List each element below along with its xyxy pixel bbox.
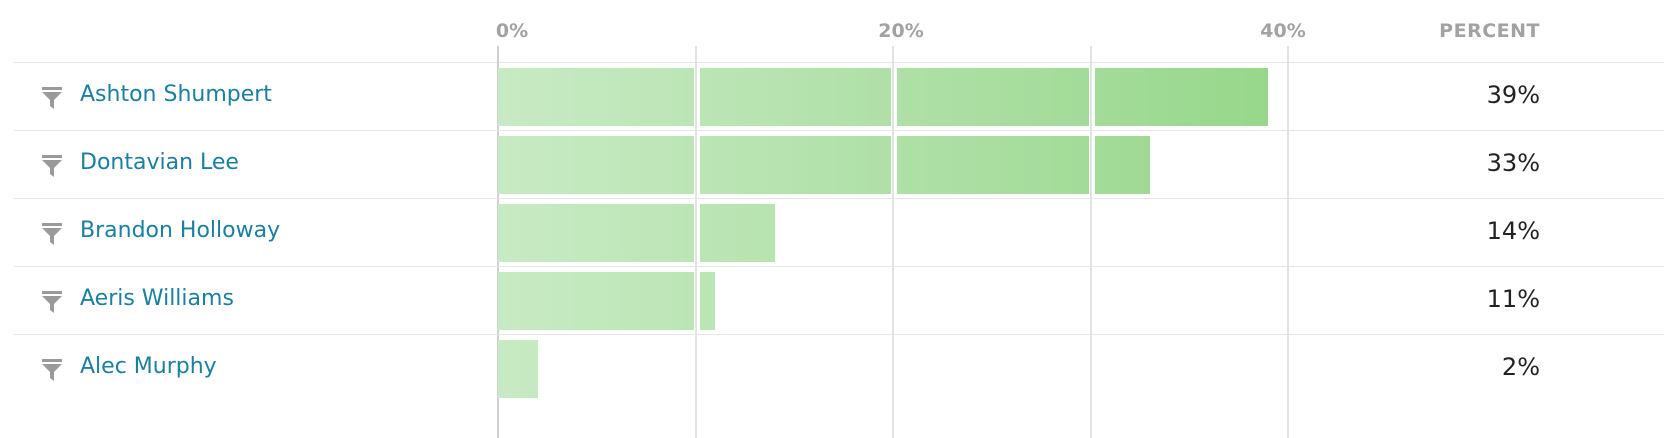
bar-segment (1094, 68, 1269, 126)
filter-icon[interactable] (42, 87, 62, 109)
bar-segment (498, 204, 694, 262)
x-tick-label: 0% (495, 20, 529, 42)
bar (498, 68, 1288, 126)
table-row: Ashton Shumpert 39% (14, 63, 1664, 131)
bar-segment (897, 136, 1089, 194)
bar-rows: Ashton Shumpert 39% Dontavian Lee 33% Brando… (0, 63, 1664, 403)
bar (498, 272, 1288, 330)
table-row: Dontavian Lee 33% (14, 131, 1664, 199)
category-link[interactable]: Dontavian Lee (80, 150, 239, 175)
gridline (1089, 46, 1092, 438)
bar-segment (498, 340, 538, 398)
bar-segment (498, 68, 694, 126)
gridline (694, 46, 697, 438)
percent-value: 14% (1486, 217, 1540, 245)
table-row: Aeris Williams 11% (14, 267, 1664, 335)
x-tick-label: 40% (1260, 20, 1306, 42)
bar-segment (498, 136, 694, 194)
bar-segment (1094, 136, 1150, 194)
filter-icon[interactable] (42, 223, 62, 245)
bar-segment (699, 272, 716, 330)
x-tick-label: 20% (878, 20, 924, 42)
gridline (892, 46, 894, 438)
header-divider (14, 62, 1664, 63)
percent-value: 39% (1486, 81, 1540, 109)
bar-segment (897, 68, 1089, 126)
percent-column-header: PERCENT (1439, 20, 1540, 42)
bar (498, 340, 1288, 398)
filter-icon[interactable] (42, 291, 62, 313)
table-row: Alec Murphy 2% (14, 335, 1664, 403)
bar (498, 204, 1288, 262)
percent-value: 11% (1486, 285, 1540, 313)
bar-segment (699, 136, 891, 194)
filter-icon[interactable] (42, 359, 62, 381)
percent-value: 2% (1501, 353, 1540, 381)
table-row: Brandon Holloway 14% (14, 199, 1664, 267)
bar (498, 136, 1288, 194)
filter-icon[interactable] (42, 155, 62, 177)
category-link[interactable]: Ashton Shumpert (80, 82, 272, 107)
gridline (1287, 46, 1289, 438)
bar-segment (699, 68, 891, 126)
category-link[interactable]: Brandon Holloway (80, 218, 281, 243)
category-link[interactable]: Aeris Williams (80, 286, 234, 311)
category-link[interactable]: Alec Murphy (80, 354, 217, 379)
chart-header: 0% 20% 40% PERCENT (0, 0, 1664, 64)
bar-segment (699, 204, 775, 262)
percent-value: 33% (1486, 149, 1540, 177)
bar-segment (498, 272, 694, 330)
